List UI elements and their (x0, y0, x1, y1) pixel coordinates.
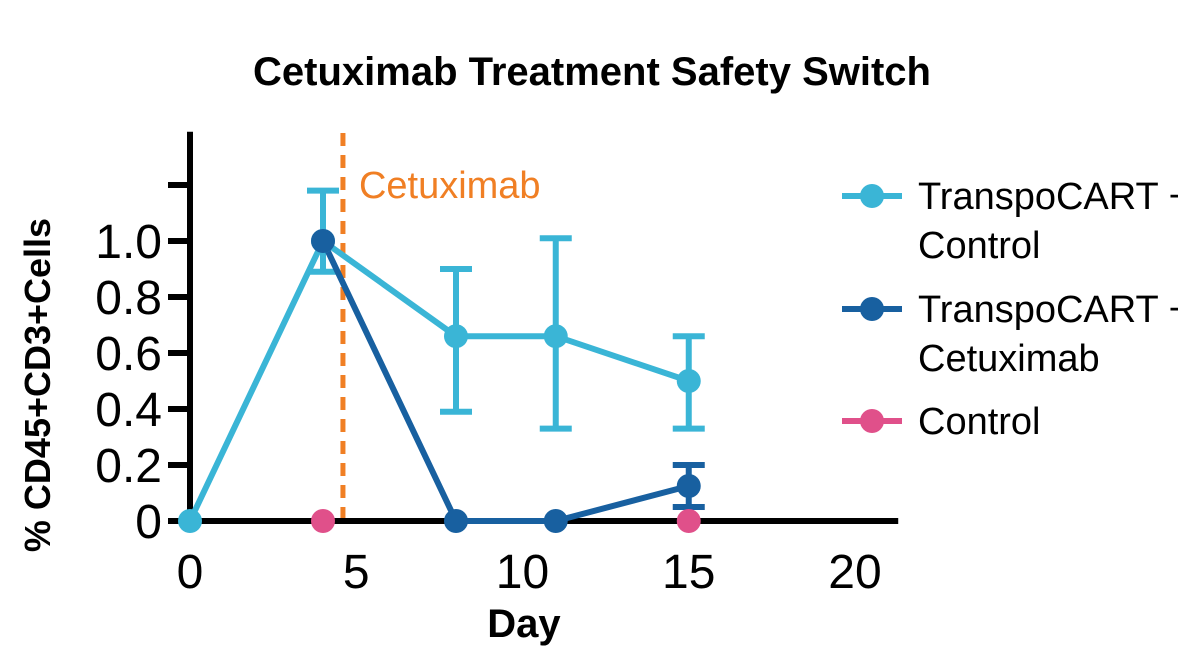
data-point (676, 509, 701, 533)
data-point (444, 324, 468, 349)
legend-label: TranspoCART + (918, 176, 1178, 218)
data-point (676, 369, 701, 393)
y-axis-label: % CD45+CD3+Cells (17, 218, 58, 552)
data-point (444, 509, 468, 533)
y-tick-label: 0 (135, 496, 162, 549)
x-tick-label: 20 (828, 546, 881, 599)
x-tick-label: 15 (662, 546, 715, 599)
cetuximab-annotation-label: Cetuximab (359, 165, 541, 207)
data-point (311, 509, 335, 533)
y-tick-label: 0.4 (95, 384, 162, 437)
legend-marker (860, 409, 884, 433)
legend-label: Control (918, 401, 1041, 443)
series-line-0 (187, 236, 690, 523)
x-tick-label: 10 (496, 546, 549, 599)
data-point (543, 324, 568, 349)
legend-label: Control (918, 225, 1041, 267)
chart-title: Cetuximab Treatment Safety Switch (253, 50, 931, 94)
x-tick-label: 5 (343, 546, 370, 599)
y-tick-label: 0.2 (95, 440, 162, 493)
legend-marker (860, 184, 884, 208)
legend-marker (860, 297, 884, 321)
legend-label: Cetuximab (918, 338, 1100, 380)
data-point (311, 229, 335, 253)
y-tick-label: 0.6 (95, 328, 162, 381)
legend-label: TranspoCART + (918, 289, 1178, 331)
y-tick-label: 0.8 (95, 272, 162, 325)
data-point (178, 509, 202, 533)
series-line-1 (320, 239, 690, 524)
data-point (543, 509, 568, 533)
y-tick-label: 1.0 (95, 216, 162, 269)
data-point (676, 474, 701, 498)
x-axis-label: Day (487, 602, 561, 646)
x-tick-label: 0 (177, 546, 204, 599)
